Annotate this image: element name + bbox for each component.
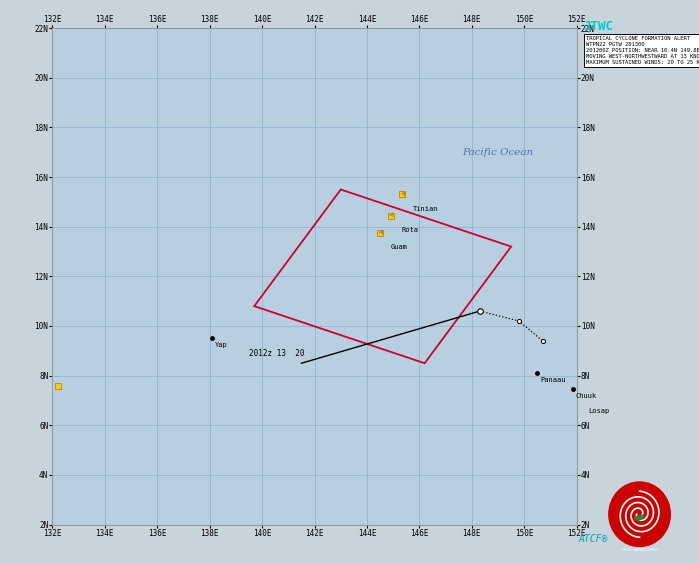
Text: Guam: Guam: [391, 244, 408, 250]
Polygon shape: [635, 515, 644, 521]
Text: Chuuk: Chuuk: [575, 393, 597, 399]
Text: Losap: Losap: [589, 408, 610, 414]
Circle shape: [609, 482, 670, 547]
Text: ATCF®: ATCF®: [579, 534, 608, 544]
Text: TROPICAL CYCLONE FORMATION ALERT
WTPN22 PGTW 201300
201200Z POSITION: NEAR 10.4N: TROPICAL CYCLONE FORMATION ALERT WTPN22 …: [586, 36, 699, 64]
Text: Tinian: Tinian: [413, 206, 438, 212]
Text: JTWC: JTWC: [584, 20, 614, 33]
Text: Pacific Ocean: Pacific Ocean: [463, 148, 533, 157]
Text: PACIFIC WARNING CENTER: PACIFIC WARNING CENTER: [621, 548, 658, 552]
Text: Yap: Yap: [215, 342, 228, 348]
Text: 2012z 13  20: 2012z 13 20: [249, 349, 305, 358]
Text: Panaau: Panaau: [540, 377, 565, 383]
Text: Rota: Rota: [401, 227, 418, 233]
